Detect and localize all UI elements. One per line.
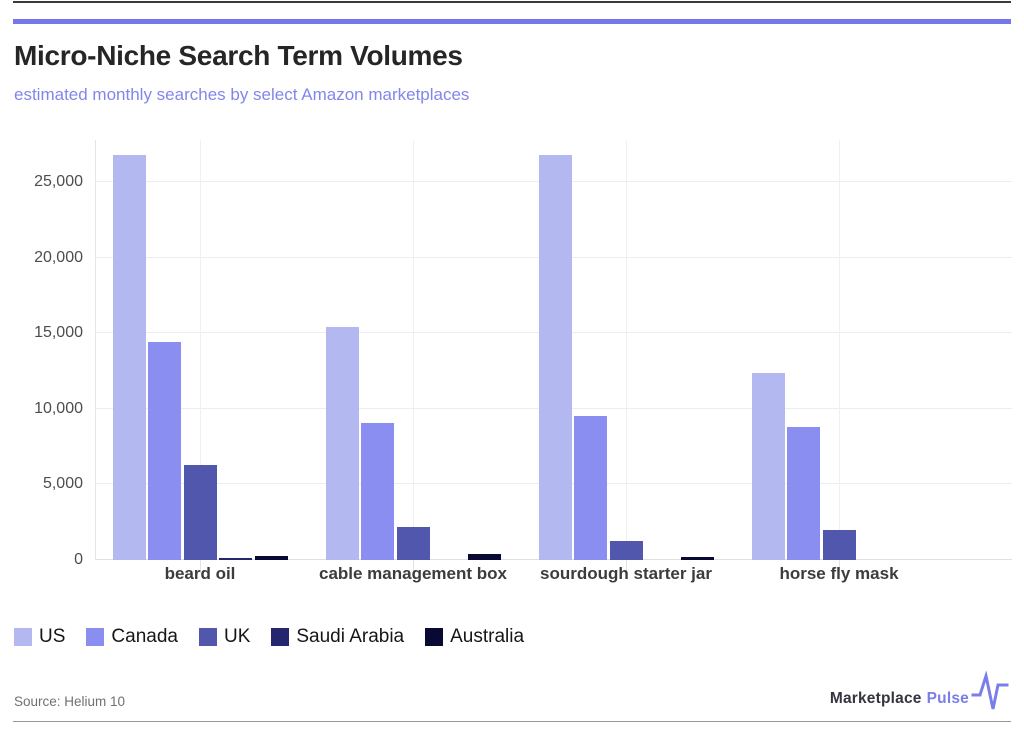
y-tick-label: 20,000 — [34, 248, 83, 266]
x-tick-label: cable management box — [318, 564, 507, 583]
legend-swatch-icon — [14, 628, 32, 646]
legend-swatch-icon — [271, 628, 290, 646]
legend-item-canada: Canada — [86, 626, 178, 648]
y-axis-line — [95, 140, 96, 560]
legend-swatch-icon — [86, 628, 105, 646]
bar-canada-cable-management-box — [361, 422, 394, 560]
bar-uk-horse-fly-mask — [822, 529, 856, 560]
bar-australia-cable-management-box — [467, 553, 501, 560]
brand-logo: Marketplace Pulse — [829, 671, 1009, 720]
page-title: Micro-Niche Search Term Volumes — [14, 40, 463, 71]
legend-label: Saudi Arabia — [296, 626, 405, 647]
bar-canada-beard-oil — [148, 342, 181, 560]
chart-legend: US Canada UK Saudi Arabia Australia — [14, 626, 545, 648]
legend-item-australia: Australia — [425, 626, 524, 648]
y-axis-labels: 0 5,000 10,000 15,000 20,000 25,000 — [13, 140, 83, 568]
category-gridline — [839, 140, 840, 560]
y-tick-label: 5,000 — [42, 475, 83, 493]
legend-item-us: US — [14, 626, 65, 648]
y-tick-label: 0 — [74, 551, 83, 568]
x-tick-label: sourdough starter jar — [540, 564, 712, 583]
category-tick — [626, 560, 627, 573]
brand-accent: Pulse — [926, 690, 969, 707]
category-tick — [839, 560, 840, 573]
legend-swatch-icon — [425, 628, 444, 646]
bar-uk-cable-management-box — [396, 526, 430, 560]
bar-uk-sourdough-starter-jar — [609, 541, 643, 560]
bottom-border-line — [13, 721, 1011, 722]
bar-saudi-arabia-beard-oil — [219, 557, 252, 560]
legend-label: Australia — [450, 626, 525, 647]
source-label: Source: Helium 10 — [14, 694, 126, 709]
legend-label: US — [39, 626, 66, 647]
category-tick — [200, 560, 201, 573]
bar-us-beard-oil — [112, 155, 146, 560]
bar-uk-beard-oil — [183, 464, 217, 560]
bar-us-horse-fly-mask — [751, 372, 785, 560]
accent-border-line — [13, 19, 1011, 24]
legend-item-saudi-arabia: Saudi Arabia — [271, 626, 404, 648]
plot-area — [95, 140, 1012, 573]
category-gridline — [413, 140, 414, 560]
bar-australia-sourdough-starter-jar — [680, 556, 714, 560]
x-tick-label: beard oil — [164, 564, 236, 583]
brand-name: Marketplace — [829, 690, 922, 707]
bar-us-cable-management-box — [325, 327, 359, 560]
top-border-line — [13, 1, 1011, 3]
bar-canada-sourdough-starter-jar — [574, 416, 607, 560]
bar-canada-horse-fly-mask — [787, 427, 820, 560]
legend-item-uk: UK — [198, 626, 251, 648]
x-tick-label: horse fly mask — [779, 564, 899, 583]
page-subtitle: estimated monthly searches by select Ama… — [14, 85, 470, 104]
pulse-line-icon — [971, 671, 1009, 710]
bar-us-sourdough-starter-jar — [538, 155, 572, 560]
legend-label: Canada — [111, 626, 178, 647]
category-tick — [413, 560, 414, 573]
y-tick-label: 10,000 — [34, 399, 83, 417]
y-tick-label: 25,000 — [34, 173, 83, 191]
category-gridline — [626, 140, 627, 560]
category-gridline — [200, 140, 201, 560]
bar-chart: 0 5,000 10,000 15,000 20,000 25,000 beard oil… — [13, 140, 1012, 600]
legend-label: UK — [223, 626, 251, 647]
legend-swatch-icon — [198, 628, 217, 646]
bar-australia-beard-oil — [254, 556, 288, 560]
y-tick-label: 15,000 — [34, 324, 83, 342]
